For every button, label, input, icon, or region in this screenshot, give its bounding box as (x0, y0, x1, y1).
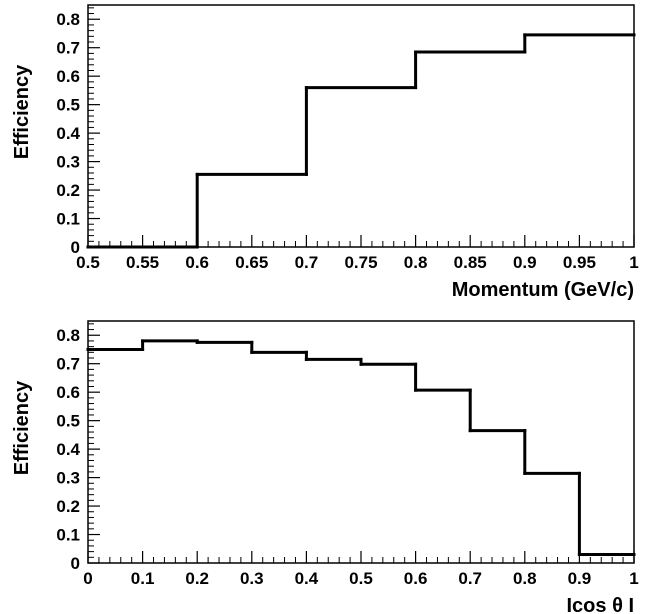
y-tick-label: 0.6 (56, 383, 80, 402)
y-tick-label: 0.3 (56, 153, 80, 172)
x-tick-label: 0.7 (458, 569, 482, 588)
y-axis-label: Efficiency (11, 380, 33, 475)
x-tick-label: 0.6 (185, 253, 209, 272)
x-tick-label: 0 (83, 569, 92, 588)
x-axis-label: Momentum (GeV/c) (452, 279, 634, 301)
x-tick-label: 0.8 (404, 253, 428, 272)
x-tick-label: 0.65 (235, 253, 268, 272)
y-tick-label: 0.3 (56, 469, 80, 488)
x-tick-label: 0.1 (131, 569, 155, 588)
x-tick-label: 0.8 (513, 569, 537, 588)
x-tick-label: 1 (629, 569, 638, 588)
x-tick-label: 0.7 (295, 253, 319, 272)
y-tick-label: 0.5 (56, 412, 80, 431)
y-tick-label: 0.8 (56, 326, 80, 345)
x-tick-label: 0.9 (513, 253, 537, 272)
x-tick-label: 0.75 (344, 253, 377, 272)
x-axis-label: Icos θ I (567, 595, 635, 614)
y-tick-label: 0 (71, 554, 80, 573)
plot-frame (87, 320, 635, 564)
x-tick-label: 0.3 (240, 569, 264, 588)
y-tick-label: 0.5 (56, 96, 80, 115)
x-tick-label: 0.95 (563, 253, 596, 272)
y-tick-label: 0.2 (56, 497, 80, 516)
x-tick-label: 0.5 (349, 569, 373, 588)
x-tick-label: 1 (629, 253, 638, 272)
x-tick-label: 0.4 (295, 569, 319, 588)
y-tick-label: 0.4 (56, 124, 80, 143)
y-tick-label: 0.7 (56, 355, 80, 374)
plot-frame (87, 4, 635, 248)
y-tick-label: 0.1 (56, 210, 80, 229)
y-tick-label: 0.1 (56, 526, 80, 545)
y-tick-label: 0.2 (56, 181, 80, 200)
x-tick-label: 0.2 (185, 569, 209, 588)
cos-theta-efficiency-panel: 0 0.1 0.2 0.3 0.4 0.5 0.6 0.7 0.8 0.9 1 0 0.1 0.2 0.3 0… (11, 320, 639, 614)
y-tick-label: 0.8 (56, 10, 80, 29)
y-tick-label: 0.6 (56, 67, 80, 86)
x-tick-label: 0.5 (76, 253, 100, 272)
x-tick-label: 0.85 (454, 253, 487, 272)
x-tick-label: 0.9 (568, 569, 592, 588)
y-axis-label: Efficiency (11, 64, 33, 159)
x-tick-label: 0.55 (126, 253, 159, 272)
y-tick-label: 0.4 (56, 440, 80, 459)
y-tick-label: 0.7 (56, 39, 80, 58)
momentum-efficiency-panel: 0.5 0.55 0.6 0.65 0.7 0.75 0.8 0.85 0.9 0.95 1 0 0.1… (11, 4, 639, 301)
x-tick-label: 0.6 (404, 569, 428, 588)
y-tick-label: 0 (71, 238, 80, 257)
